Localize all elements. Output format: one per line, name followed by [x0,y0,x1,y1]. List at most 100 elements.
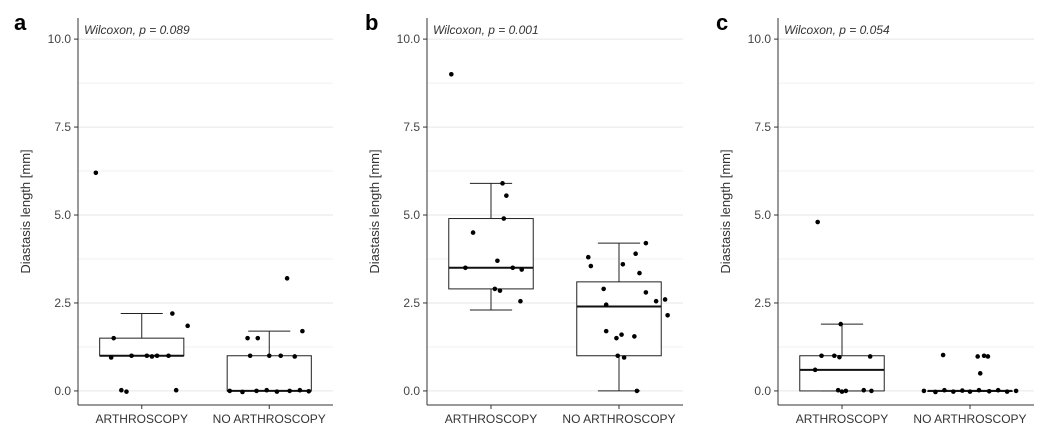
data-point [601,286,606,292]
data-point [519,267,525,272]
panel-b: b Wilcoxon, p = 0.001 Diastasis length [… [365,10,683,426]
x-tick-label: NO ARTHROSCOPY [913,412,1026,426]
data-point [662,297,668,302]
data-point [967,389,973,394]
data-point [637,270,642,276]
data-point [255,335,261,341]
data-point [861,387,867,393]
box [226,355,312,392]
data-point [470,230,476,235]
x-tick-label: ARTHROSCOPY [796,412,888,426]
y-tick-label: 7.5 [754,120,771,134]
y-tick-label: 7.5 [403,120,420,134]
data-point [449,71,454,77]
data-point [986,388,992,394]
y-tick-label: 10.0 [397,32,421,46]
data-point [933,389,938,395]
y-axis-label: Diastasis length [mm] [718,149,733,273]
panel-a: a Wilcoxon, p = 0.089 Diastasis length [… [14,10,333,426]
data-point [306,388,312,394]
data-point [504,193,509,198]
data-point [154,353,160,359]
y-tick-label: 5.0 [754,208,771,222]
box [576,281,662,357]
data-point [832,353,837,359]
data-point [173,387,179,393]
data-point [144,353,150,359]
data-point [837,354,842,360]
data-point [977,371,983,376]
data-point [643,240,649,246]
data-point [921,388,927,394]
data-point [510,265,516,271]
data-point [1013,388,1019,394]
panel-c: c Wilcoxon, p = 0.054 Diastasis length [… [716,10,1034,426]
data-point [812,367,818,373]
data-point [108,355,114,360]
data-point [227,388,233,394]
x-tick-label: ARTHROSCOPY [445,412,537,426]
box [99,337,185,357]
data-point [170,311,175,316]
data-point [292,354,298,359]
data-point [274,389,280,394]
data-point [495,258,500,264]
data-point [619,332,624,337]
data-point [838,321,844,327]
data-point [653,298,659,304]
data-point [287,388,292,394]
data-point [815,219,820,225]
y-tick-label: 0.0 [403,384,420,398]
data-point [501,216,507,221]
box [448,218,534,290]
data-point [492,286,498,292]
x-tick-label: NO ARTHROSCOPY [562,412,675,426]
data-point [940,352,946,358]
data-point [463,265,468,271]
data-point [975,354,980,359]
data-point [278,353,284,359]
data-point [835,387,841,393]
data-point [951,389,956,394]
data-point [643,290,649,295]
data-point [867,354,873,359]
data-point [614,335,619,341]
data-point [620,261,626,267]
y-tick-label: 10.0 [48,32,72,46]
data-point [985,354,991,359]
data-point [129,353,134,359]
data-point [981,353,987,359]
y-axis-label: Diastasis length [mm] [18,149,33,273]
data-point [819,353,824,359]
panel-label: a [14,10,27,35]
data-point [585,254,591,260]
x-tick-label: ARTHROSCOPY [96,412,188,426]
box [799,355,885,392]
data-point [245,335,250,341]
data-point [297,387,303,393]
data-point [500,181,505,186]
data-point [254,388,259,394]
statistical-test-annotation: Wilcoxon, p = 0.089 [84,23,190,37]
data-point [843,388,849,394]
data-point [518,298,523,304]
y-tick-label: 5.0 [54,208,71,222]
y-tick-label: 7.5 [54,120,71,134]
data-point [247,353,253,359]
data-point [497,288,503,293]
data-point [839,389,845,394]
data-point [119,387,124,393]
x-tick-label: NO ARTHROSCOPY [213,412,326,426]
data-point [633,251,638,257]
data-point [266,353,272,359]
y-axis-label: Diastasis length [mm] [367,149,382,273]
data-point [111,335,116,341]
y-tick-label: 5.0 [403,208,420,222]
data-point [942,387,947,393]
data-point [603,302,609,308]
data-point [1004,389,1010,394]
data-point [960,388,965,393]
data-point [124,389,129,394]
data-point [93,170,99,176]
